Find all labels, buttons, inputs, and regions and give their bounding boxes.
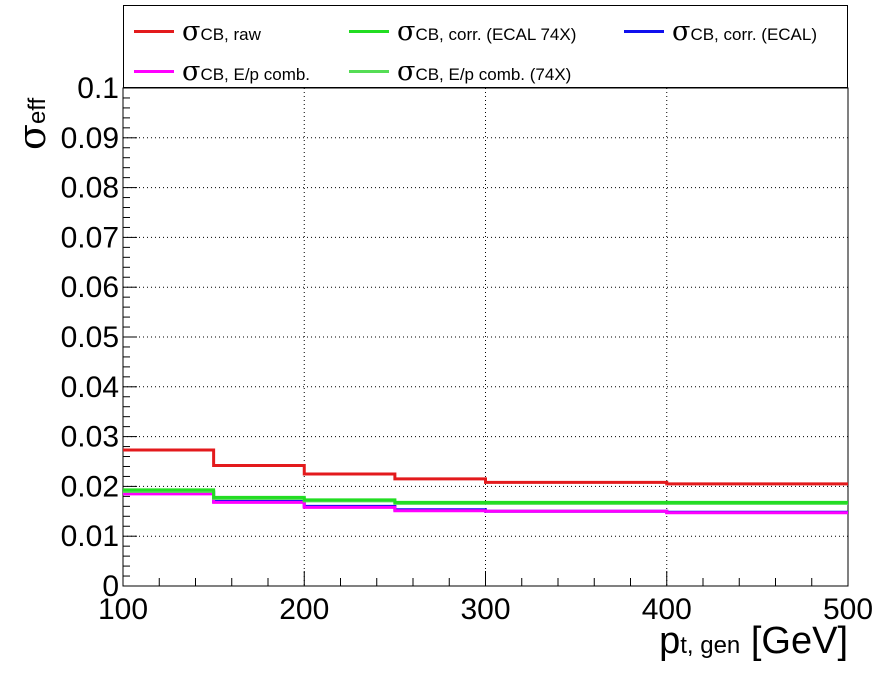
legend-swatch-ep-comb-74x [349, 70, 389, 73]
legend-label-corr-ecal-74x: σCB, corr. (ECAL 74X) [397, 16, 577, 47]
x-axis-label: pt, gen [GeV] [659, 620, 848, 662]
data-point [574, 481, 578, 484]
data-point [257, 501, 261, 504]
legend-label-raw: σCB, raw [182, 16, 261, 47]
legend-swatch-ep-comb [134, 70, 174, 73]
y-tick-label: 0.01 [61, 520, 119, 553]
x-tick-label: 200 [279, 593, 329, 626]
data-point [756, 511, 759, 514]
legend-swatch-corr-ecal [624, 30, 664, 33]
data-point [438, 509, 442, 513]
x-tick-label: 300 [460, 593, 510, 626]
y-tick-label: 0.04 [61, 371, 119, 404]
legend-label-ep-comb-74x: σCB, E/p comb. (74X) [397, 56, 572, 87]
legend-swatch-raw [134, 30, 174, 33]
data-point [167, 448, 170, 452]
y-tick-label: 0.08 [61, 172, 119, 205]
x-tick-label: 500 [823, 593, 873, 626]
x-tick-label: 400 [642, 593, 692, 626]
y-tick-label: 0.02 [61, 470, 119, 503]
data-point [348, 472, 351, 476]
data-point [756, 501, 759, 504]
data-point [574, 501, 578, 504]
y-tick-label: 0 [102, 570, 119, 603]
data-point [257, 464, 261, 467]
y-tick-label: 0.06 [61, 271, 119, 304]
y-tick-label: 0.03 [61, 421, 119, 454]
series-line-0 [123, 448, 848, 486]
data-point [167, 488, 170, 492]
data-point [574, 510, 578, 513]
series-line-3 [123, 492, 848, 515]
legend-label-ep-comb: σCB, E/p comb. [182, 56, 311, 87]
y-tick-label: 0.07 [61, 221, 119, 254]
y-axis-label: σeff [10, 97, 54, 150]
data-point [348, 498, 351, 502]
y-tick-label: 0.1 [77, 72, 119, 105]
data-point [438, 501, 442, 504]
y-tick-label: 0.05 [61, 321, 119, 354]
legend: σCB, raw σCB, corr. (ECAL 74X) σCB, corr… [123, 5, 848, 88]
data-point [438, 477, 442, 481]
y-tick-label: 0.09 [61, 122, 119, 155]
legend-swatch-corr-ecal-74x [349, 30, 389, 33]
data-point [756, 482, 759, 486]
legend-label-corr-ecal: σCB, corr. (ECAL) [672, 16, 818, 47]
data-point [167, 492, 170, 496]
x-tick-label: 100 [98, 593, 148, 626]
data-point [257, 496, 261, 499]
data-point [348, 506, 351, 509]
